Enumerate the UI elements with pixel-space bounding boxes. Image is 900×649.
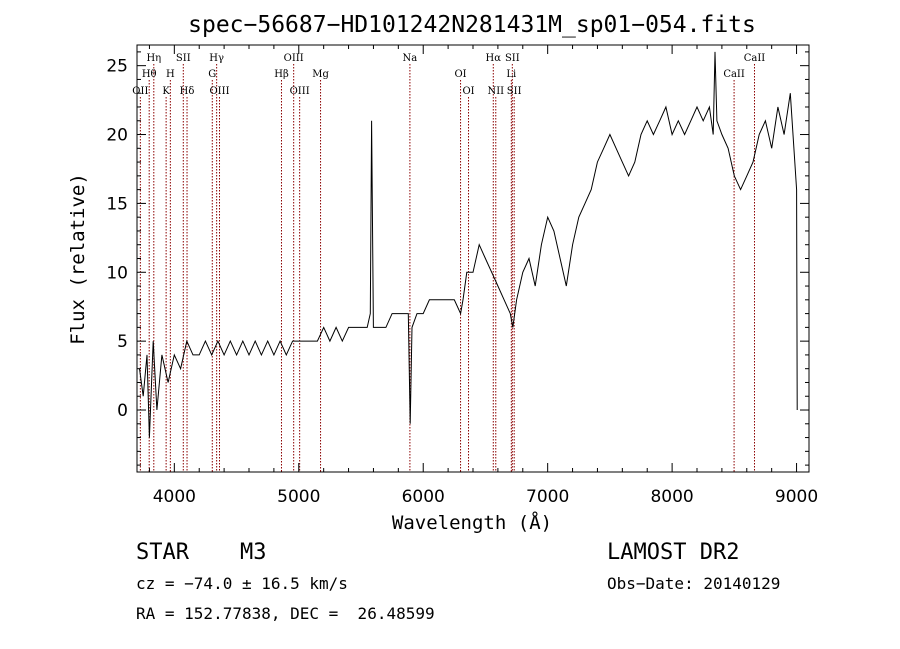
marker-label: Hδ <box>180 86 195 97</box>
y-tick-label: 20 <box>106 126 128 146</box>
x-tick-label: 8000 <box>650 487 693 507</box>
marker-label: OI <box>454 69 466 80</box>
coordinates: RA = 152.77838, DEC = 26.48599 <box>136 604 435 623</box>
y-tick-label: 10 <box>106 263 128 283</box>
marker-label: Li <box>506 69 516 80</box>
object-subclass: M3 <box>240 540 267 565</box>
marker-label: Hθ <box>142 69 157 80</box>
x-tick-label: 9000 <box>775 487 818 507</box>
marker-label: OI <box>462 86 474 97</box>
axis-ticks: 4000 5000 6000 7000 8000 9000 0 5 10 15 20 25 <box>106 45 818 507</box>
marker-label: K <box>162 86 170 97</box>
x-tick-label: 6000 <box>402 487 445 507</box>
x-tick-label: 5000 <box>277 487 320 507</box>
chart-title: spec−56687−HD101242N281431M_sp01−054.fit… <box>188 12 756 38</box>
marker-label: Hγ <box>209 53 224 64</box>
marker-label: Hη <box>146 53 161 64</box>
marker-label: CaII <box>723 69 745 80</box>
marker-label: G <box>208 69 216 80</box>
marker-label: OIII <box>290 86 310 97</box>
marker-label: SII <box>505 53 520 64</box>
y-tick-label: 25 <box>106 57 128 77</box>
y-tick-label: 5 <box>117 332 128 352</box>
marker-label: OII <box>132 86 148 97</box>
marker-label: Hβ <box>274 69 289 80</box>
marker-label: Hα <box>486 53 502 64</box>
marker-label: H <box>166 69 175 80</box>
y-tick-label: 15 <box>106 194 128 214</box>
spectrum-series <box>139 51 798 438</box>
marker-label: Na <box>403 53 418 64</box>
y-tick-label: 0 <box>117 401 128 421</box>
y-axis-label: Flux (relative) <box>67 173 89 345</box>
marker-label: NII <box>487 86 504 97</box>
survey-name: LAMOST DR2 <box>607 540 740 565</box>
observation-date: Obs−Date: 20140129 <box>607 574 781 593</box>
spectrum-line <box>139 51 798 438</box>
x-tick-label: 7000 <box>526 487 569 507</box>
object-class: STAR <box>136 540 189 565</box>
x-tick-label: 4000 <box>153 487 196 507</box>
x-axis-label: Wavelength (Å) <box>392 511 552 534</box>
marker-label: CaII <box>744 53 766 64</box>
marker-label: SII <box>176 53 191 64</box>
marker-label: SII <box>507 86 522 97</box>
marker-label: OIII <box>284 53 304 64</box>
redshift-velocity: cz = −74.0 ± 16.5 km/s <box>136 574 348 593</box>
marker-label: Mg <box>312 69 329 80</box>
marker-label: OIII <box>209 86 229 97</box>
